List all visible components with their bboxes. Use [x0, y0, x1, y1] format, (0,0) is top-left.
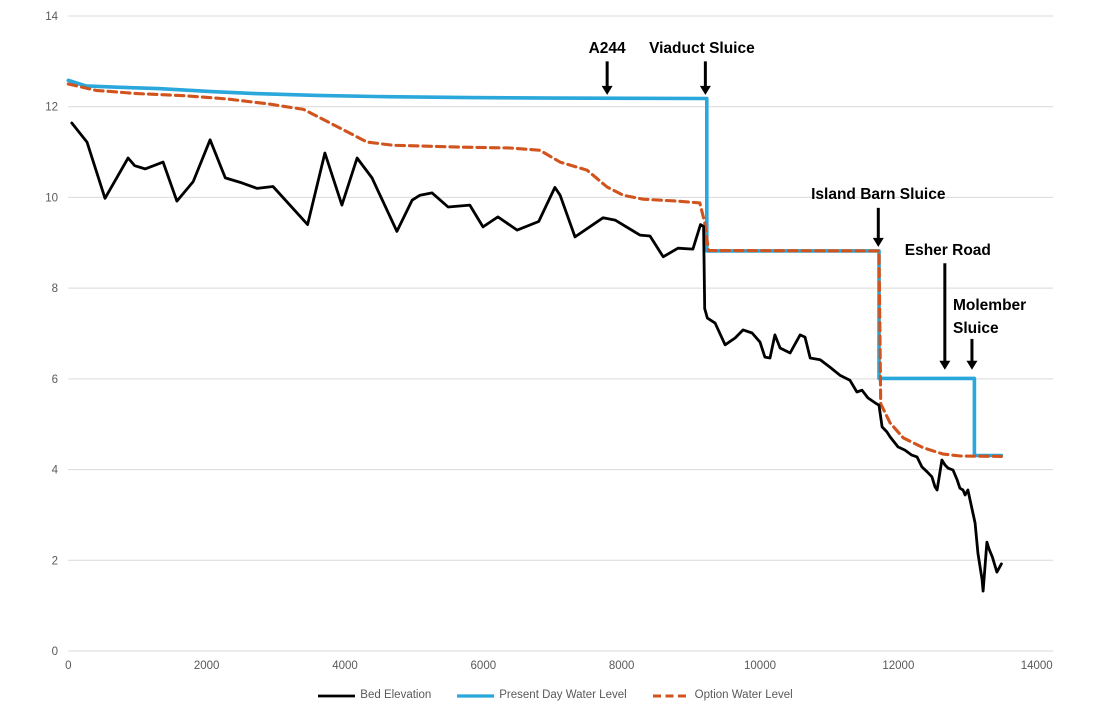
annotation-esher-road: Esher Road [905, 242, 991, 370]
annotation-label-a244: A244 [589, 40, 626, 57]
annotation-label-viaduct: Viaduct Sluice [649, 40, 755, 57]
x-tick-label-6000: 6000 [471, 660, 497, 672]
x-tick-label-14000: 14000 [1021, 660, 1053, 672]
x-tick-label-0: 0 [65, 660, 71, 672]
annotation-label-molember: Sluice [953, 320, 999, 337]
x-tick-label-12000: 12000 [882, 660, 914, 672]
annotation-arrow-head-a244 [601, 85, 613, 95]
series-line-option-water-level [66, 82, 1003, 458]
y-tick-label-0: 0 [52, 646, 58, 658]
annotation-island-barn: Island Barn Sluice [811, 186, 946, 247]
x-tick-label-4000: 4000 [332, 660, 358, 672]
y-tick-label-10: 10 [45, 192, 58, 204]
series-line-present-day-water-level [66, 78, 1004, 458]
y-tick-label-12: 12 [45, 102, 58, 114]
legend-label-present-day-water-level: Present Day Water Level [499, 689, 627, 701]
legend-item-bed-elevation: Bed Elevation [318, 689, 432, 702]
present-day-water-level-line-swatch [457, 694, 495, 698]
y-tick-label-6: 6 [52, 374, 58, 386]
x-axis-tick-labels: 0 2000 4000 6000 8000 10000 12000 14000 [65, 660, 1053, 672]
annotation-viaduct: Viaduct Sluice [649, 40, 755, 95]
annotation-label-molember: Molember [953, 297, 1026, 314]
y-axis-tick-labels: 0 2 4 6 8 10 12 14 [45, 11, 58, 658]
y-tick-label-14: 14 [45, 11, 58, 23]
annotation-label-island-barn: Island Barn Sluice [811, 186, 946, 203]
x-tick-label-2000: 2000 [194, 660, 220, 672]
y-tick-label-8: 8 [52, 283, 58, 295]
y-tick-label-4: 4 [52, 465, 59, 477]
annotation-arrow-head-island-barn [872, 237, 884, 247]
legend-label-bed-elevation: Bed Elevation [360, 689, 432, 701]
series-line-bed-elevation [70, 121, 1003, 593]
legend-item-option-water-level: Option Water Level [652, 689, 793, 702]
annotation-arrow-head-molember [966, 360, 978, 370]
annotation-a244: A244 [589, 40, 626, 95]
option-water-level-line-swatch [652, 694, 690, 698]
annotation-label-esher-road: Esher Road [905, 242, 991, 259]
legend-item-present-day-water-level: Present Day Water Level [457, 689, 627, 702]
annotation-arrow-head-viaduct [699, 85, 711, 95]
annotation-arrow-head-esher-road [939, 360, 951, 370]
x-tick-label-8000: 8000 [609, 660, 635, 672]
bed-elevation-line-swatch [318, 694, 356, 698]
gridlines [68, 15, 1053, 652]
annotation-molember: Molember Sluice [953, 297, 1026, 370]
x-tick-label-10000: 10000 [744, 660, 776, 672]
legend-label-option-water-level: Option Water Level [694, 689, 793, 701]
y-tick-label-2: 2 [52, 555, 58, 567]
chart-legend: Bed Elevation Present Day Water Level Op… [0, 689, 1111, 702]
